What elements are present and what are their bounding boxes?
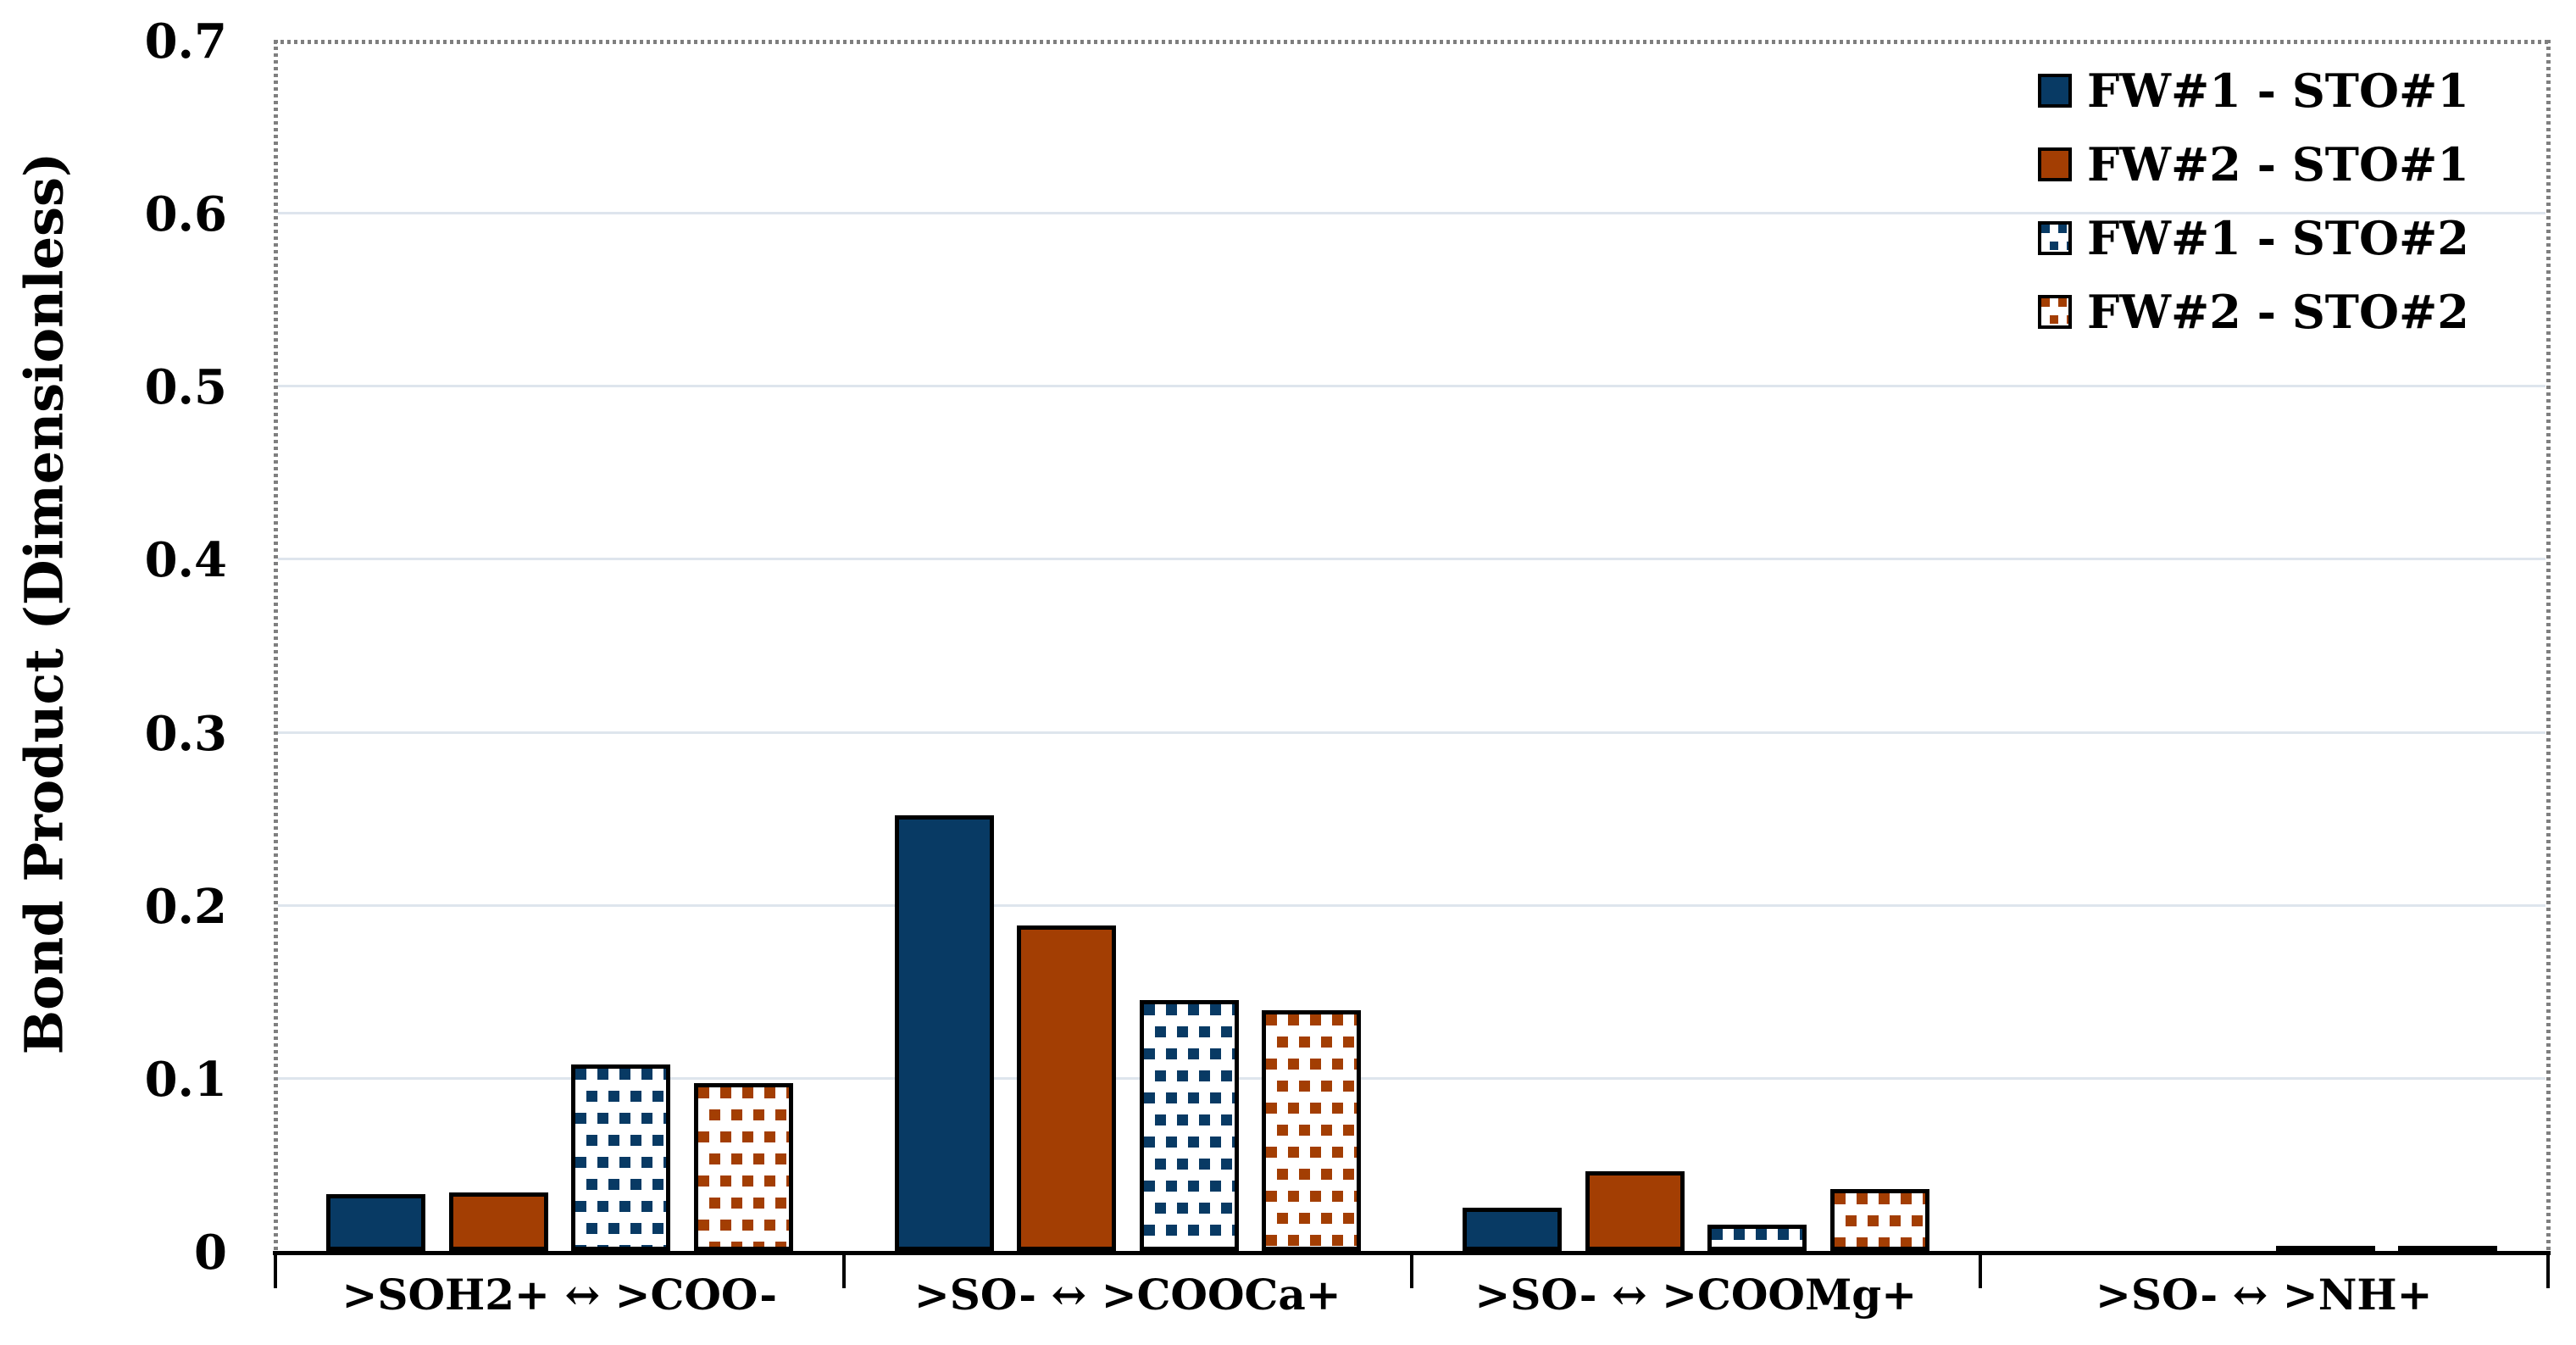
legend-swatch-solid-orange xyxy=(2038,147,2072,181)
gridline-0.4 xyxy=(278,558,2545,561)
y-tick-label-0.2: 0.2 xyxy=(144,878,227,935)
gridline-0.3 xyxy=(278,731,2545,734)
bar-fw2sto1-cat1 xyxy=(448,1192,548,1251)
legend-swatch-solid-navy xyxy=(2038,74,2072,108)
x-axis-tick xyxy=(1978,1254,1982,1288)
y-tick-label-0.5: 0.5 xyxy=(144,359,227,416)
legend-label: FW#2 - STO#1 xyxy=(2087,137,2469,192)
gridline-0.2 xyxy=(278,903,2545,907)
plot-border-left-dotted xyxy=(274,40,278,1251)
x-axis-tick xyxy=(2546,1254,2550,1288)
x-axis-tick xyxy=(1410,1254,1413,1288)
legend-item-2: FW#2 - STO#1 xyxy=(2038,140,2546,189)
x-axis-tick xyxy=(274,1254,277,1288)
bar-fw1sto1-cat1 xyxy=(326,1194,425,1251)
x-axis-tick xyxy=(841,1254,846,1288)
legend-label: FW#1 - STO#1 xyxy=(2087,64,2469,118)
bar-fw2sto1-cat3 xyxy=(1585,1171,1685,1251)
plot-border-top-dotted xyxy=(274,40,2550,44)
plot-border-right-dotted xyxy=(2546,40,2551,1251)
bar-fw2sto2-cat4 xyxy=(2398,1246,2497,1251)
gridline-0.1 xyxy=(278,1076,2545,1080)
y-tick-label-0.6: 0.6 xyxy=(144,186,227,243)
bar-fw2sto2-cat1 xyxy=(693,1083,793,1251)
bar-fw2sto1-cat2 xyxy=(1017,925,1116,1251)
bar-fw1sto2-cat2 xyxy=(1139,1000,1239,1251)
y-tick-label-0.7: 0.7 xyxy=(144,14,227,69)
bar-fw2sto2-cat2 xyxy=(1262,1010,1361,1251)
gridline-0.6 xyxy=(278,212,2545,215)
bar-fw1sto2-cat1 xyxy=(571,1064,670,1251)
legend-item-3: FW#1 - STO#2 xyxy=(2038,214,2546,263)
y-tick-label-0.1: 0.1 xyxy=(144,1051,227,1108)
y-tick-label-0: 0 xyxy=(194,1225,227,1281)
legend-label: FW#1 - STO#2 xyxy=(2087,211,2469,265)
x-category-label-1: >SOH2+ ↔ >COO- xyxy=(341,1270,778,1320)
bar-fw2sto2-cat3 xyxy=(1829,1189,1929,1251)
x-category-label-3: >SO- ↔ >COOMg+ xyxy=(1474,1270,1918,1320)
legend-swatch-pattern-orange xyxy=(2038,295,2072,329)
legend-item-4: FW#2 - STO#2 xyxy=(2038,287,2546,336)
legend-label: FW#2 - STO#2 xyxy=(2087,285,2469,339)
bar-fw1sto1-cat2 xyxy=(894,815,994,1251)
y-tick-label-0.4: 0.4 xyxy=(144,532,227,589)
legend-item-1: FW#1 - STO#1 xyxy=(2038,66,2546,115)
bar-fw1sto2-cat3 xyxy=(1707,1225,1807,1251)
bar-fw1sto2-cat4 xyxy=(2275,1246,2375,1251)
bar-fw1sto1-cat3 xyxy=(1463,1208,1562,1251)
x-category-label-4: >SO- ↔ >NH+ xyxy=(2095,1270,2433,1320)
gridline-0.5 xyxy=(278,385,2545,388)
x-axis-line xyxy=(273,1251,2551,1255)
x-category-label-2: >SO- ↔ >COOCa+ xyxy=(913,1270,1341,1320)
legend-swatch-pattern-navy xyxy=(2038,221,2072,255)
y-tick-label-0.3: 0.3 xyxy=(144,705,227,762)
